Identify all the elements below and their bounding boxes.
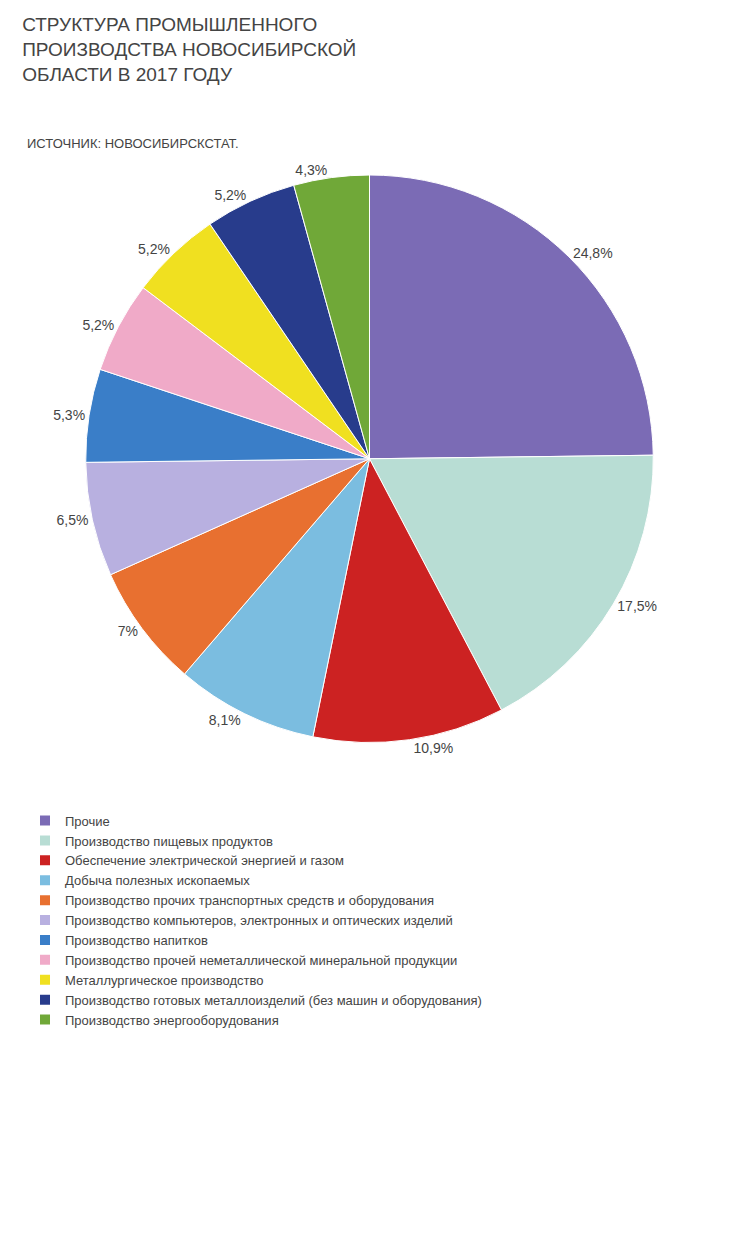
svg-text:Обеспечение электрической энер: Обеспечение электрической энергией и газ… xyxy=(65,853,344,868)
svg-text:Производство прочей неметаллич: Производство прочей неметаллической мине… xyxy=(65,953,457,968)
svg-text:Производство пищевых продуктов: Производство пищевых продуктов xyxy=(65,834,273,849)
svg-text:17,5%: 17,5% xyxy=(617,598,657,614)
svg-text:Производство энергооборудовани: Производство энергооборудования xyxy=(65,1013,279,1028)
svg-text:Прочие: Прочие xyxy=(65,814,110,829)
svg-text:ИСТОЧНИК: НОВОСИБИРСКСТАТ.: ИСТОЧНИК: НОВОСИБИРСКСТАТ. xyxy=(27,136,239,151)
svg-text:Добыча полезных ископаемых: Добыча полезных ископаемых xyxy=(65,873,250,888)
svg-text:Металлургическое производство: Металлургическое производство xyxy=(65,973,263,988)
svg-text:5,3%: 5,3% xyxy=(53,407,85,423)
svg-text:5,2%: 5,2% xyxy=(82,317,114,333)
svg-text:Производство компьютеров, элек: Производство компьютеров, электронных и … xyxy=(65,913,453,928)
svg-text:8,1%: 8,1% xyxy=(209,712,241,728)
svg-text:Производство напитков: Производство напитков xyxy=(65,933,208,948)
svg-text:4,3%: 4,3% xyxy=(295,162,327,178)
svg-text:Производство готовых металлоиз: Производство готовых металлоизделий (без… xyxy=(65,993,482,1008)
svg-text:10,9%: 10,9% xyxy=(413,740,453,756)
svg-text:5,2%: 5,2% xyxy=(138,241,170,257)
svg-text:7%: 7% xyxy=(118,623,138,639)
svg-text:24,8%: 24,8% xyxy=(573,245,613,261)
svg-text:5,2%: 5,2% xyxy=(214,187,246,203)
svg-text:6,5%: 6,5% xyxy=(56,512,88,528)
svg-text:Производство прочих транспортн: Производство прочих транспортных средств… xyxy=(65,893,434,908)
svg-text:СТРУКТУРА ПРОМЫШЛЕННОГОПРОИЗВО: СТРУКТУРА ПРОМЫШЛЕННОГОПРОИЗВОДСТВА НОВО… xyxy=(22,14,356,84)
